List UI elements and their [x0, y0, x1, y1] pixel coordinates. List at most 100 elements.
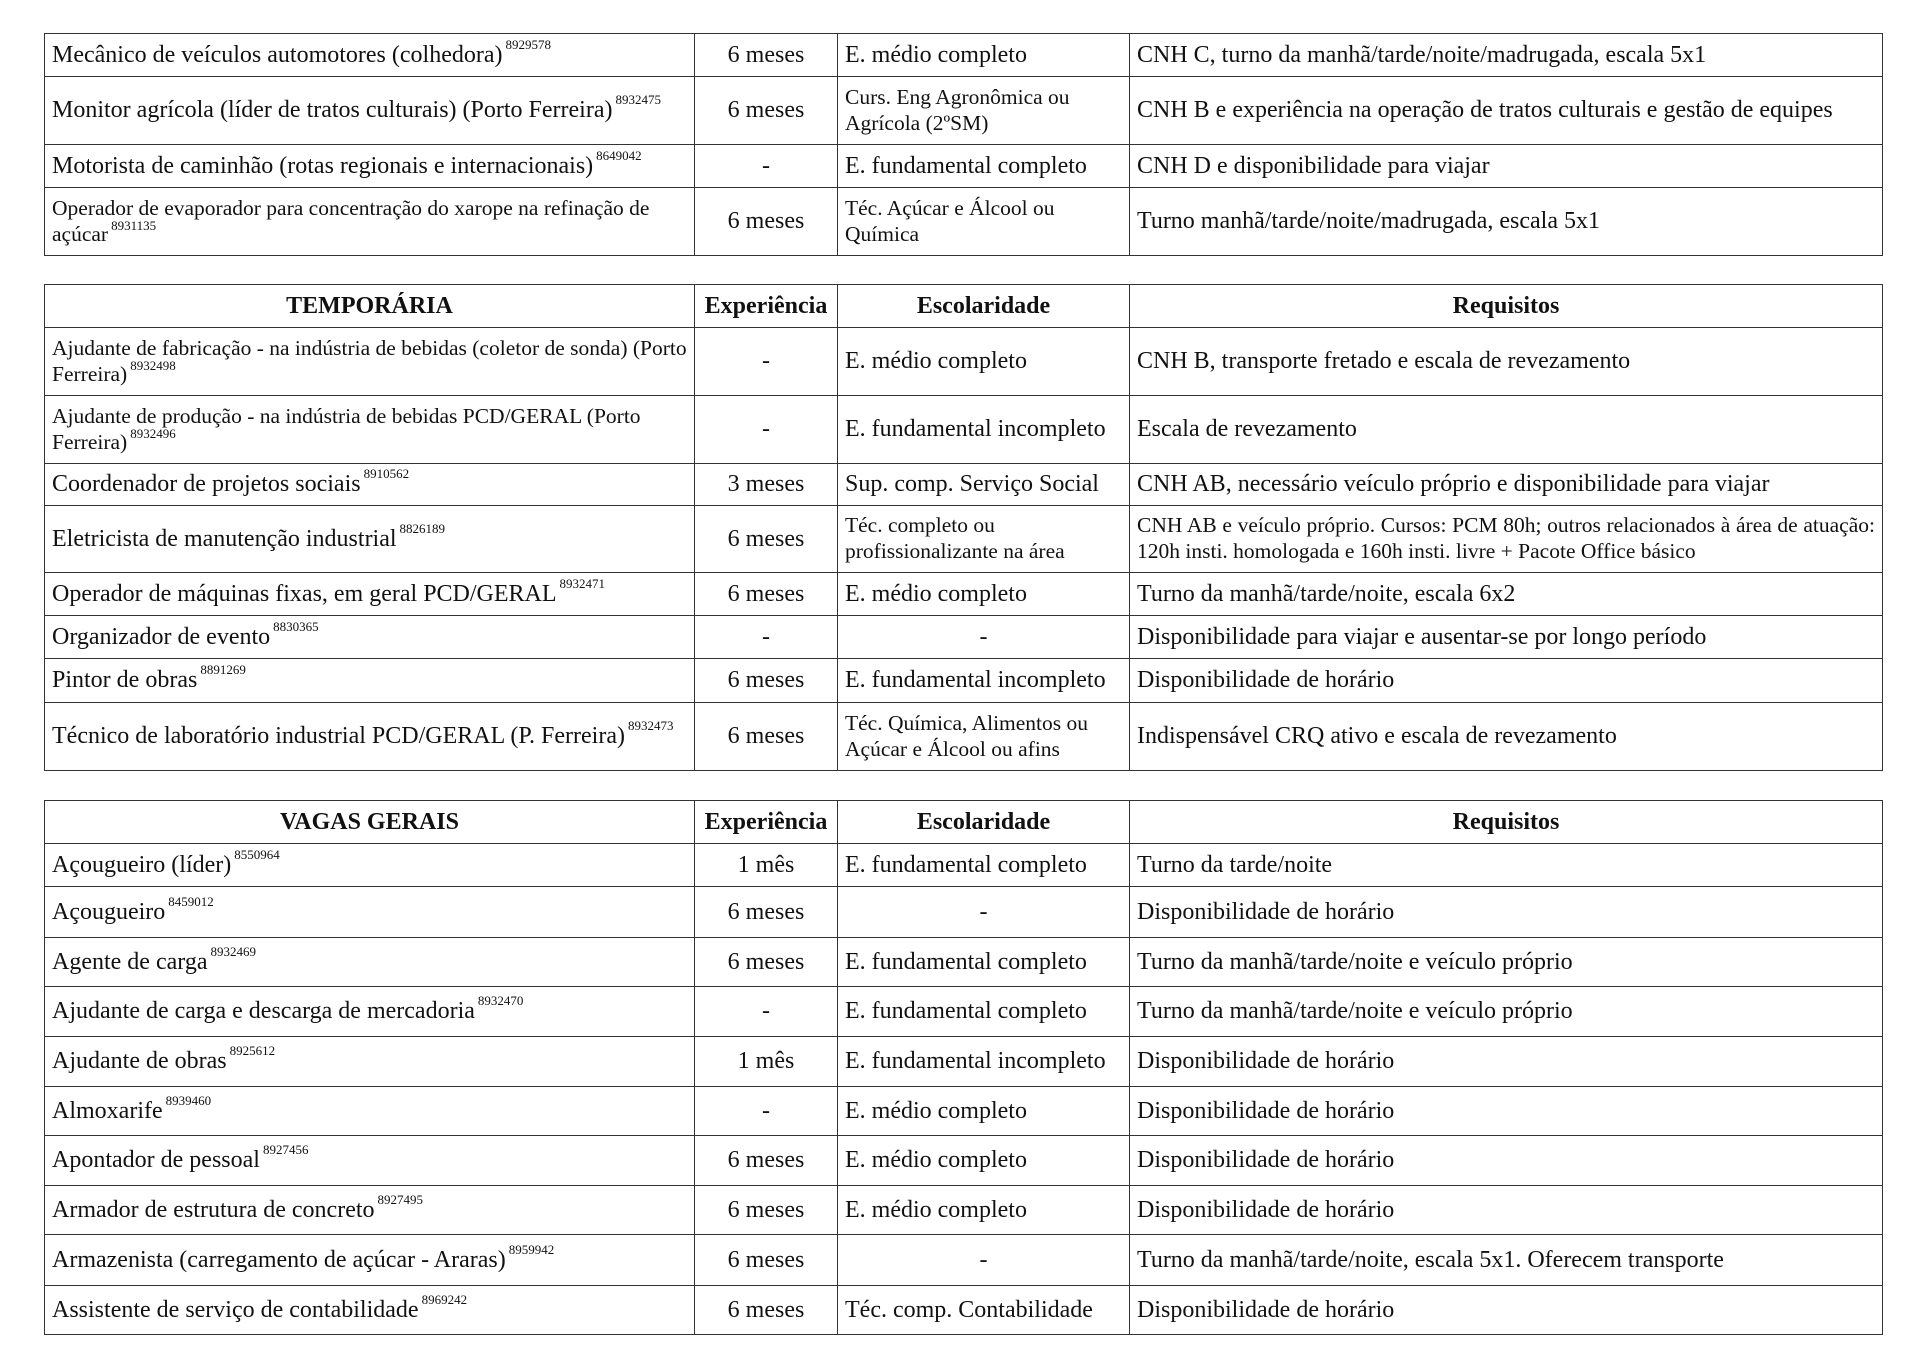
table-row: Ajudante de fabricação - na indústria de…	[44, 327, 1883, 396]
job-code: 8939460	[165, 1092, 212, 1108]
requirements-cell: Turno da manhã/tarde/noite e veículo pró…	[1129, 986, 1883, 1037]
job-code: 8891269	[200, 662, 246, 678]
education-cell: -	[837, 615, 1130, 659]
job-title-cell: Técnico de laboratório industrial PCD/GE…	[44, 702, 695, 771]
column-header-requisitos: Requisitos	[1129, 800, 1883, 844]
experience-cell: 6 meses	[694, 1135, 838, 1186]
job-title-cell: Almoxarife 8939460	[44, 1086, 695, 1136]
table-row: Pintor de obras 8891269 6 meses E. fundamen…	[44, 658, 1883, 703]
education-cell: E. médio completo	[837, 1135, 1130, 1186]
table-row: Apontador de pessoal 8927456 6 meses E. méd…	[44, 1135, 1883, 1186]
job-code: 8932473	[627, 718, 674, 734]
job-title-cell: Ajudante de obras 8925612	[44, 1036, 695, 1087]
experience-cell: -	[694, 327, 838, 396]
job-title-cell: Mecânico de veículos automotores (colhed…	[44, 33, 695, 77]
job-code: 8931135	[111, 217, 157, 233]
job-title: Ajudante de produção - na indústria de b…	[52, 403, 641, 454]
requirements-cell: Turno da manhã/tarde/noite, escala 5x1. …	[1129, 1234, 1883, 1286]
experience-cell: 6 meses	[694, 1234, 838, 1286]
table-row: Açougueiro (líder) 8550964 1 mês E. fundame…	[44, 843, 1883, 887]
experience-cell: 6 meses	[694, 76, 838, 145]
requirements-cell: Disponibilidade de horário	[1129, 1135, 1883, 1186]
table-row: Almoxarife 8939460- E. médio completo Dispo…	[44, 1086, 1883, 1136]
job-code: 8459012	[168, 893, 214, 909]
job-code: 8830365	[273, 618, 319, 634]
job-code: 8932469	[210, 943, 256, 959]
job-title-cell: Ajudante de fabricação - na indústria de…	[44, 327, 695, 396]
job-code: 8925612	[229, 1043, 276, 1059]
table-row: Açougueiro 8459012 6 meses - Disponibilidade…	[44, 886, 1883, 938]
job-code: 8932475	[615, 92, 661, 108]
job-code: 8959942	[508, 1241, 555, 1257]
column-header-escolaridade: Escolaridade	[837, 800, 1130, 844]
experience-cell: 6 meses	[694, 937, 838, 987]
requirements-cell: Escala de revezamento	[1129, 395, 1883, 464]
requirements-cell: CNH C, turno da manhã/tarde/noite/madrug…	[1129, 33, 1883, 77]
job-code: 8927495	[377, 1191, 424, 1207]
job-title-cell: Apontador de pessoal 8927456	[44, 1135, 695, 1186]
column-header-requisitos: Requisitos	[1129, 284, 1883, 328]
table-row: Armador de estrutura de concreto 8927495 6…	[44, 1185, 1883, 1235]
job-title-cell: Agente de carga 8932469	[44, 937, 695, 987]
job-title-cell: Monitor agrícola (líder de tratos cultur…	[44, 76, 695, 145]
job-title-cell: Armazenista (carregamento de açúcar - Ar…	[44, 1234, 695, 1286]
table-row: Organizador de evento 8830365- - Disponibil…	[44, 615, 1883, 659]
education-cell: Téc. completo ou profissionalizante na á…	[837, 505, 1130, 573]
job-title: Ajudante de obras	[52, 1048, 227, 1075]
experience-cell: 6 meses	[694, 702, 838, 771]
job-code: 8929578	[505, 36, 552, 52]
requirements-cell: Disponibilidade de horário	[1129, 658, 1883, 703]
job-title: Armazenista (carregamento de açúcar - Ar…	[52, 1246, 506, 1273]
requirements-cell: Disponibilidade de horário	[1129, 1185, 1883, 1235]
job-title-cell: Motorista de caminhão (rotas regionais e…	[44, 144, 695, 188]
table-row: Operador de máquinas fixas, em geral PCD…	[44, 572, 1883, 616]
header-row: TEMPORÁRIA Experiência Escolaridade Requisi…	[44, 284, 1883, 328]
job-title-cell: Organizador de evento 8830365	[44, 615, 695, 659]
job-title: Motorista de caminhão (rotas regionais e…	[52, 152, 594, 179]
experience-cell: -	[694, 986, 838, 1037]
job-title-cell: Armador de estrutura de concreto 8927495	[44, 1185, 695, 1235]
job-code: 8550964	[234, 846, 280, 862]
requirements-cell: Disponibilidade para viajar e ausentar-s…	[1129, 615, 1883, 659]
education-cell: -	[837, 1234, 1130, 1286]
education-cell: -	[837, 886, 1130, 938]
table-row: Agente de carga 8932469 6 meses E. fundamen…	[44, 937, 1883, 987]
requirements-cell: Disponibilidade de horário	[1129, 886, 1883, 938]
table-row: Operador de evaporador para concentração…	[44, 187, 1883, 256]
experience-cell: 6 meses	[694, 886, 838, 938]
job-title: Açougueiro	[52, 898, 166, 925]
education-cell: E. fundamental completo	[837, 144, 1130, 188]
job-title: Assistente de serviço de contabilidade	[52, 1296, 419, 1323]
job-title-cell: Operador de máquinas fixas, em geral PCD…	[44, 572, 695, 616]
column-header-escolaridade: Escolaridade	[837, 284, 1130, 328]
table-row: Assistente de serviço de contabilidade 89…	[44, 1285, 1883, 1335]
job-title-cell: Ajudante de produção - na indústria de b…	[44, 395, 695, 464]
table-temporaria: TEMPORÁRIA Experiência Escolaridade Requisi…	[44, 284, 1883, 771]
header-row: VAGAS GERAIS Experiência Escolaridade Requi…	[44, 800, 1883, 844]
job-title-cell: Operador de evaporador para concentração…	[44, 187, 695, 256]
table-row: Ajudante de produção - na indústria de b…	[44, 395, 1883, 464]
job-title: Pintor de obras	[52, 667, 198, 694]
experience-cell: 6 meses	[694, 658, 838, 703]
table-row: Ajudante de carga e descarga de mercador…	[44, 986, 1883, 1037]
column-header-cargo: VAGAS GERAIS	[44, 800, 695, 844]
job-title: Apontador de pessoal	[52, 1147, 260, 1174]
job-title-cell: Pintor de obras 8891269	[44, 658, 695, 703]
job-title: Operador de máquinas fixas, em geral PCD…	[52, 580, 557, 607]
job-title: Armador de estrutura de concreto	[52, 1196, 375, 1223]
education-cell: E. fundamental completo	[837, 843, 1130, 887]
education-cell: E. fundamental incompleto	[837, 1036, 1130, 1087]
job-code: 8969242	[421, 1291, 468, 1307]
education-cell: E. médio completo	[837, 1086, 1130, 1136]
education-cell: Curs. Eng Agronômica ou Agrícola (2ºSM)	[837, 76, 1130, 145]
experience-cell: 6 meses	[694, 505, 838, 573]
job-title: Organizador de evento	[52, 623, 271, 650]
job-title: Eletricista de manutenção industrial	[52, 525, 397, 552]
experience-cell: -	[694, 1086, 838, 1136]
job-title-cell: Coordenador de projetos sociais 8910562	[44, 463, 695, 506]
education-cell: E. médio completo	[837, 327, 1130, 396]
job-code: 8649042	[596, 147, 642, 163]
job-title: Ajudante de fabricação - na indústria de…	[52, 335, 687, 386]
job-title: Mecânico de veículos automotores (colhed…	[52, 41, 503, 68]
requirements-cell: CNH D e disponibilidade para viajar	[1129, 144, 1883, 188]
